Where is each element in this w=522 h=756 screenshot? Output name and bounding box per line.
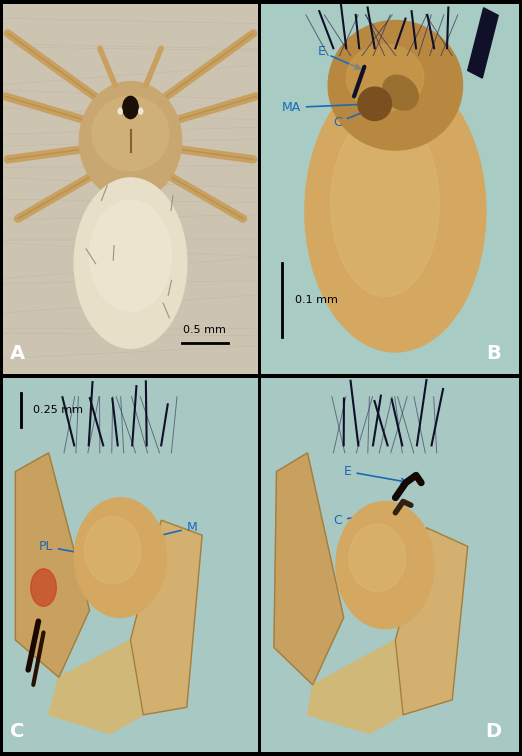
Polygon shape [307, 640, 403, 733]
Ellipse shape [85, 516, 141, 584]
Text: 0.5 mm: 0.5 mm [183, 325, 226, 336]
Ellipse shape [90, 200, 171, 311]
Text: E: E [343, 465, 406, 484]
Ellipse shape [328, 20, 462, 150]
Ellipse shape [74, 178, 187, 349]
Circle shape [123, 97, 138, 119]
Text: MA: MA [282, 101, 370, 114]
Polygon shape [16, 453, 90, 677]
Ellipse shape [349, 524, 406, 591]
Text: PL: PL [39, 540, 100, 558]
Text: D: D [485, 722, 501, 741]
Polygon shape [395, 528, 468, 715]
Text: C: C [334, 508, 401, 527]
Ellipse shape [336, 501, 434, 629]
Text: 0.1 mm: 0.1 mm [294, 295, 337, 305]
Polygon shape [49, 640, 143, 733]
Text: B: B [487, 344, 501, 363]
Ellipse shape [92, 97, 169, 171]
Ellipse shape [79, 82, 182, 200]
Text: E: E [318, 45, 360, 69]
Ellipse shape [74, 497, 167, 618]
Ellipse shape [346, 45, 424, 111]
Polygon shape [130, 520, 202, 715]
Text: 0.25 mm: 0.25 mm [33, 404, 84, 415]
Bar [468, 8, 498, 78]
Circle shape [118, 108, 122, 114]
Ellipse shape [305, 70, 486, 352]
Polygon shape [274, 453, 343, 685]
Circle shape [139, 108, 143, 114]
Circle shape [31, 569, 56, 606]
Ellipse shape [358, 87, 392, 120]
Ellipse shape [331, 111, 440, 296]
Ellipse shape [383, 76, 418, 110]
Text: C: C [10, 722, 25, 741]
Text: C: C [334, 98, 399, 129]
Text: A: A [10, 344, 26, 363]
Text: M: M [150, 521, 197, 539]
